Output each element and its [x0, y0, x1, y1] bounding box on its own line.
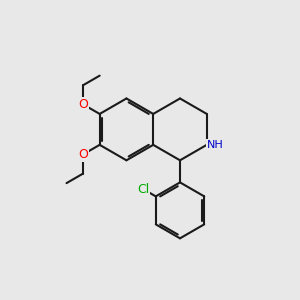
Text: NH: NH	[207, 140, 224, 150]
Text: O: O	[78, 98, 88, 111]
Text: O: O	[78, 148, 88, 161]
Text: Cl: Cl	[137, 182, 149, 196]
